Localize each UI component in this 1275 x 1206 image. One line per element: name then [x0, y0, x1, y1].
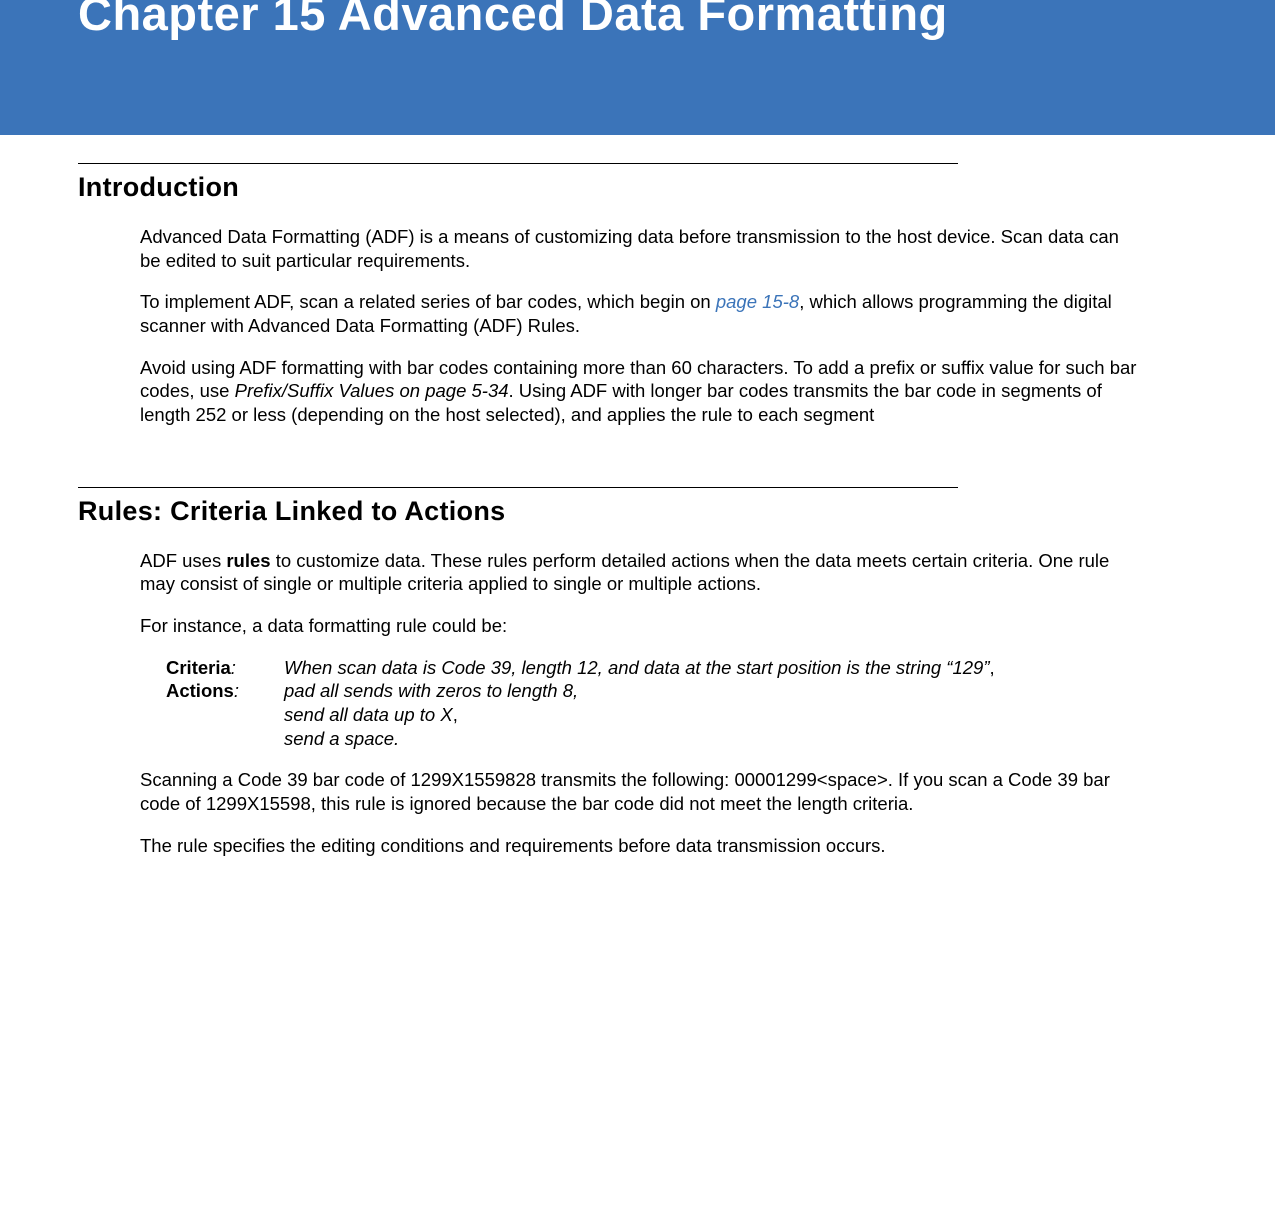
- intro-p3-ref: Prefix/Suffix Values on page 5-34: [235, 380, 509, 401]
- section-heading-introduction: Introduction: [78, 172, 1140, 203]
- intro-p1: Advanced Data Formatting (ADF) is a mean…: [140, 225, 1140, 272]
- criteria-colon: :: [231, 657, 236, 678]
- actions-body: pad all sends with zeros to length 8, se…: [284, 679, 578, 750]
- rules-p1-post: to customize data. These rules perform d…: [140, 550, 1109, 595]
- rules-p1-pre: ADF uses: [140, 550, 226, 571]
- intro-body: Advanced Data Formatting (ADF) is a mean…: [78, 225, 1140, 427]
- actions-row: Actions: pad all sends with zeros to len…: [166, 679, 1140, 750]
- actions-line3: send a space.: [284, 727, 578, 751]
- chapter-title: Chapter 15 Advanced Data Formatting: [78, 0, 1275, 37]
- section-rule: [78, 487, 958, 488]
- criteria-label: Criteria: [166, 657, 231, 678]
- intro-p2-pre: To implement ADF, scan a related series …: [140, 291, 716, 312]
- actions-label-cell: Actions:: [166, 679, 260, 750]
- page-link-15-8[interactable]: page 15-8: [716, 291, 799, 312]
- section-rule: [78, 163, 958, 164]
- rules-p1: ADF uses rules to customize data. These …: [140, 549, 1140, 596]
- criteria-text: When scan data is Code 39, length 12, an…: [284, 657, 989, 678]
- actions-label: Actions: [166, 680, 234, 701]
- actions-line2-wrap: send all data up to X,: [284, 703, 578, 727]
- intro-p3: Avoid using ADF formatting with bar code…: [140, 356, 1140, 427]
- section-heading-rules: Rules: Criteria Linked to Actions: [78, 496, 1140, 527]
- rules-p1-bold: rules: [226, 550, 270, 571]
- actions-line2-comma: ,: [453, 704, 458, 725]
- page-content: Introduction Advanced Data Formatting (A…: [0, 135, 1275, 857]
- rules-p3: Scanning a Code 39 bar code of 1299X1559…: [140, 768, 1140, 815]
- rules-p4: The rule specifies the editing condition…: [140, 834, 1140, 858]
- rules-p2: For instance, a data formatting rule cou…: [140, 614, 1140, 638]
- actions-line2: send all data up to X: [284, 704, 453, 725]
- actions-line1: pad all sends with zeros to length 8,: [284, 679, 578, 703]
- rule-example: Criteria: When scan data is Code 39, len…: [140, 656, 1140, 751]
- chapter-banner: Chapter 15 Advanced Data Formatting: [0, 0, 1275, 135]
- criteria-label-cell: Criteria:: [166, 656, 260, 680]
- criteria-body: When scan data is Code 39, length 12, an…: [284, 656, 995, 680]
- rules-body: ADF uses rules to customize data. These …: [78, 549, 1140, 858]
- intro-p2: To implement ADF, scan a related series …: [140, 290, 1140, 337]
- criteria-row: Criteria: When scan data is Code 39, len…: [166, 656, 1140, 680]
- criteria-trailing-comma: ,: [989, 657, 994, 678]
- actions-colon: :: [234, 680, 239, 701]
